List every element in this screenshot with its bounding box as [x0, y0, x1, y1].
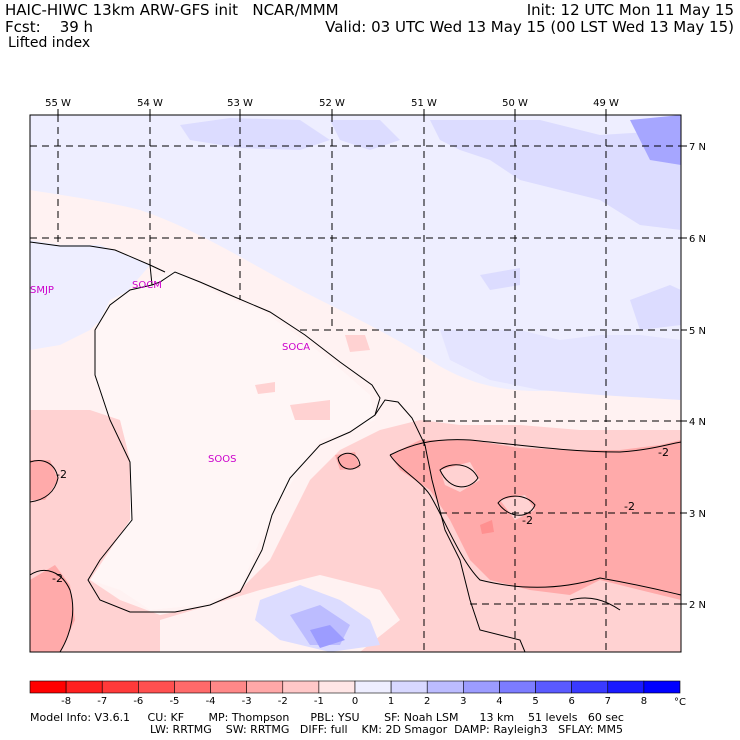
contour-label: -2	[658, 446, 669, 459]
lon-label: 50 W	[502, 98, 528, 109]
contour-label: -2	[522, 514, 533, 527]
colorbar-swatch	[101, 680, 139, 694]
colorbar-swatch	[65, 680, 103, 694]
colorbar-swatch	[318, 680, 356, 694]
colorbar-tick-label: -4	[206, 696, 216, 707]
station-label: SMJP	[30, 285, 54, 296]
colorbar-swatch	[390, 680, 428, 694]
colorbar-ticks: -8 -7 -6 -5 -4 -3 -2 -1 0 1 2 3 4 5 6 7 8	[61, 696, 647, 707]
chart-title: HAIC-HIWC 13km ARW-GFS init NCAR/MMM	[5, 1, 339, 19]
forecast-hour: Fcst: 39 h	[5, 18, 94, 36]
colorbar-tick-label: -1	[314, 696, 324, 707]
station-label: SOCM	[132, 280, 162, 291]
map-fill	[30, 115, 681, 652]
colorbar-tick-label: 8	[641, 696, 647, 707]
colorbar-swatch	[499, 680, 536, 694]
colorbar-swatch	[571, 680, 609, 694]
colorbar-swatch	[607, 680, 645, 694]
station-label: SOCA	[282, 342, 310, 353]
colorbar-boxes	[29, 680, 681, 694]
contour-label: -2	[52, 572, 63, 585]
lat-label: 2 N	[689, 600, 706, 611]
lon-label: 53 W	[227, 98, 253, 109]
lon-label: 55 W	[45, 98, 71, 109]
colorbar-tick-label: -8	[61, 696, 71, 707]
colorbar-tick-label: 4	[496, 696, 502, 707]
colorbar-swatch	[29, 680, 67, 694]
station-label: SOOS	[208, 454, 236, 465]
contour-label: -2	[56, 468, 67, 481]
map-frame	[29, 114, 682, 653]
axis-ticks	[57, 109, 687, 605]
lat-label: 7 N	[689, 142, 706, 153]
colorbar-swatch	[282, 680, 320, 694]
colorbar-tick-label: 5	[532, 696, 538, 707]
lon-label: 52 W	[319, 98, 345, 109]
field-name: Lifted index	[8, 35, 91, 51]
lon-label: 49 W	[593, 98, 619, 109]
valid-time: Valid: 03 UTC Wed 13 May 15 (00 LST Wed …	[325, 18, 734, 36]
colorbar-swatch	[643, 680, 681, 694]
lon-label: 51 W	[411, 98, 437, 109]
colorbar-unit: °C	[674, 697, 686, 708]
lon-label: 54 W	[137, 98, 163, 109]
colorbar-tick-label: 3	[460, 696, 466, 707]
lat-label: 6 N	[689, 234, 706, 245]
lat-lon-grid	[30, 115, 681, 652]
colorbar-tick-label: 7	[605, 696, 611, 707]
colorbar-swatch	[138, 680, 175, 694]
colorbar-swatch	[354, 680, 392, 694]
colorbar-tick-label: -5	[169, 696, 179, 707]
colorbar-swatch	[535, 680, 572, 694]
colorbar-tick-label: 2	[424, 696, 430, 707]
lat-label: 5 N	[689, 326, 706, 337]
coastline	[30, 241, 526, 652]
colorbar-tick-label: 0	[352, 696, 358, 707]
colorbar-tick-label: -6	[133, 696, 143, 707]
colorbar-swatch	[426, 680, 464, 694]
init-time: Init: 12 UTC Mon 11 May 15	[526, 1, 734, 19]
colorbar-swatch	[210, 680, 247, 694]
colorbar-tick-label: 1	[388, 696, 394, 707]
colorbar-tick-label: -3	[242, 696, 252, 707]
model-info-line1: Model Info: V3.6.1 CU: KF MP: Thompson P…	[30, 711, 624, 724]
colorbar-swatch	[174, 680, 211, 694]
colorbar-tick-label: -7	[97, 696, 107, 707]
lat-label: 4 N	[689, 417, 706, 428]
colorbar-swatch	[246, 680, 284, 694]
colorbar-swatch	[463, 680, 500, 694]
colorbar-tick-label: 6	[568, 696, 574, 707]
colorbar-tick-label: -2	[278, 696, 288, 707]
contour-label: -2	[624, 500, 635, 513]
model-info-line2: LW: RRTMG SW: RRTMG DIFF: full KM: 2D Sm…	[150, 723, 623, 736]
lat-label: 3 N	[689, 509, 706, 520]
